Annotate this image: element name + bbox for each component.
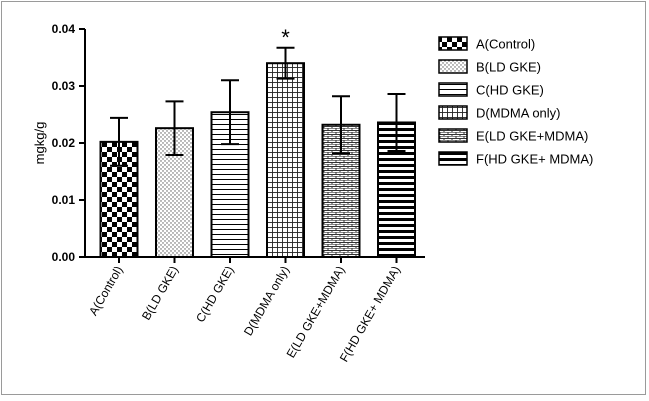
- significance-marker: *: [281, 25, 290, 50]
- legend-label: C(HD GKE): [476, 83, 544, 98]
- x-tick-label: B(LD GKE): [139, 264, 181, 323]
- y-tick-label: 0.04: [52, 22, 76, 36]
- figure-frame: 0.00 0.01 0.02 0.03 0.04 mgkg/g A(Control) B(LD…: [1, 1, 646, 395]
- x-tick-label: E(LD GKE+MDMA): [284, 264, 348, 361]
- legend-label: E(LD GKE+MDMA): [476, 129, 588, 144]
- x-tick-label: C(HD GKE): [193, 264, 236, 325]
- bar-chart: 0.00 0.01 0.02 0.03 0.04 mgkg/g A(Control) B(LD…: [32, 22, 593, 365]
- legend-swatch: [438, 151, 468, 166]
- legend: A(Control) B(LD GKE) C(HD GKE) D(MDMA only)…: [438, 36, 593, 167]
- legend-label: D(MDMA only): [476, 106, 561, 121]
- legend-swatch: [438, 82, 468, 97]
- x-tick-label: A(Control): [86, 264, 125, 318]
- legend-label: A(Control): [476, 37, 535, 52]
- bar: [266, 62, 305, 259]
- legend-swatch: [438, 128, 468, 143]
- legend-swatch: [438, 59, 468, 74]
- legend-swatch: [438, 105, 468, 120]
- x-tick-label: F(HD GKE+ MDMA): [337, 264, 403, 365]
- y-tick-label: 0.00: [52, 250, 76, 264]
- x-tick-label: D(MDMA only): [241, 264, 292, 339]
- y-tick-label: 0.03: [52, 79, 76, 93]
- y-tick-label: 0.01: [52, 193, 76, 207]
- bars: *: [99, 25, 416, 259]
- y-axis-label: mgkg/g: [32, 122, 47, 165]
- legend-label: B(LD GKE): [476, 60, 541, 75]
- legend-label: F(HD GKE+ MDMA): [476, 152, 593, 167]
- y-tick-label: 0.02: [52, 136, 76, 150]
- legend-swatch: [438, 36, 468, 51]
